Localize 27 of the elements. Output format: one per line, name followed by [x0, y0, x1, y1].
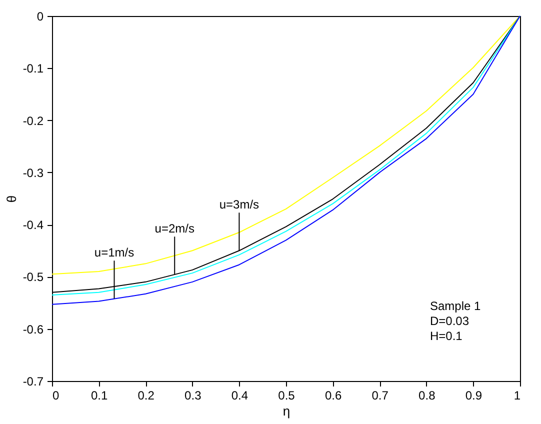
y-tick-label: -0.6	[22, 322, 44, 336]
x-tick-label: 0.5	[278, 388, 296, 402]
x-tick-label: 0.9	[465, 388, 482, 402]
annotation: D=0.03	[430, 314, 470, 328]
annotation: Sample 1	[430, 299, 482, 313]
x-axis-title: η	[282, 404, 290, 418]
x-tick-label: 0.2	[138, 388, 155, 402]
x-tick-label: 0.7	[372, 388, 389, 402]
x-tick-label: 0.6	[324, 388, 342, 402]
y-tick-label: 0	[36, 10, 44, 24]
x-tick-label: 1	[514, 388, 521, 402]
y-tick-label: -0.7	[22, 374, 44, 388]
y-tick-label: -0.4	[22, 218, 44, 232]
x-tick-label: 0.4	[231, 388, 248, 402]
annotation: u=3m/s	[219, 198, 260, 212]
y-tick-label: -0.3	[22, 166, 44, 180]
annotation: H=0.1	[430, 329, 463, 343]
y-axis-title: θ	[4, 195, 19, 203]
y-tick-label: -0.5	[22, 270, 44, 284]
x-tick-label: 0.3	[184, 388, 202, 402]
x-tick-label: 0	[52, 388, 60, 402]
y-tick-label: -0.1	[22, 62, 44, 76]
x-tick-label: 0.1	[90, 388, 108, 402]
annotation: u=1m/s	[94, 246, 134, 260]
y-tick-label: -0.2	[22, 114, 44, 128]
annotation: u=2m/s	[154, 222, 194, 236]
x-tick-label: 0.8	[418, 388, 436, 402]
